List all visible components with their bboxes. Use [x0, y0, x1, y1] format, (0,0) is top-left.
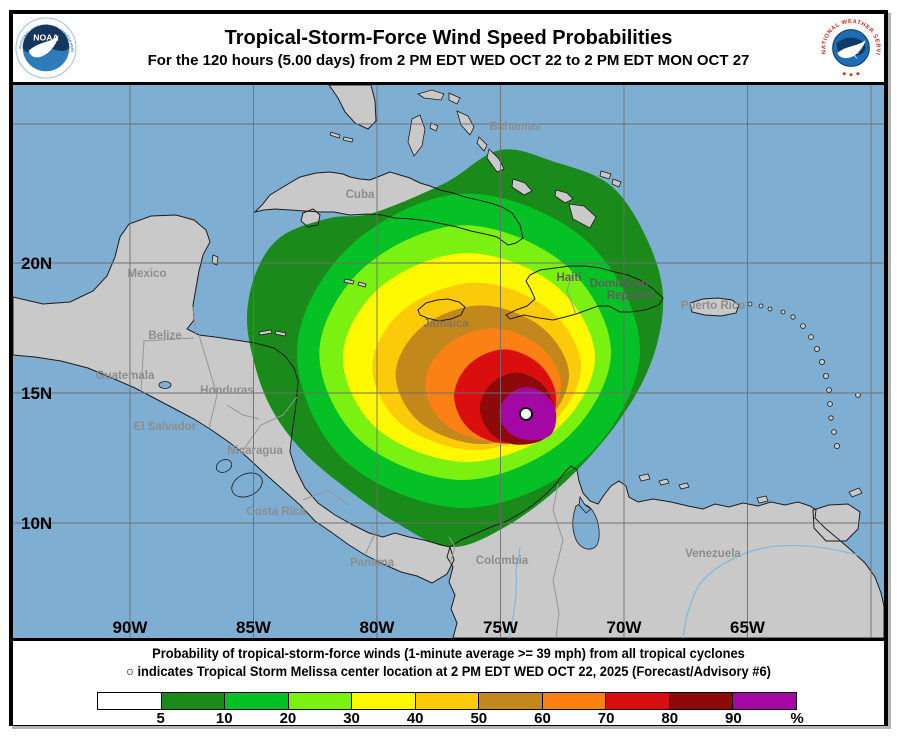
- probability-contours: [246, 149, 664, 548]
- country-label: Panama: [350, 557, 395, 569]
- legend-label: %: [790, 710, 804, 727]
- nws-logo-icon: NATIONAL WEATHER SERVICE: [820, 17, 882, 79]
- legend-cell-80: [606, 693, 670, 709]
- legend-label: 90: [725, 710, 742, 727]
- legend-label: 20: [279, 710, 297, 727]
- legend-cell-10: [161, 693, 226, 709]
- country-label: Dominican: [590, 278, 649, 290]
- probability-map: Mexico Cuba Bahamas Belize Guatemala Honduras…: [12, 84, 885, 639]
- legend-label: 50: [470, 710, 488, 727]
- legend-cell-20: [225, 693, 289, 709]
- latitude-label: 15N: [21, 384, 52, 403]
- country-label: Cuba: [346, 189, 375, 201]
- noaa-logo-icon: NATIONAL OCEANIC AND ATMOSPHERIC ADMINIS…: [15, 17, 77, 79]
- country-label: Honduras: [200, 385, 254, 397]
- country-label: El Salvador: [134, 421, 197, 433]
- longitude-label: 70W: [607, 618, 643, 637]
- country-label: Belize: [148, 330, 181, 342]
- country-label: Mexico: [128, 268, 167, 280]
- legend-cell-30: [288, 693, 353, 709]
- footer: Probability of tropical-storm-force wind…: [13, 644, 884, 727]
- legend-cell-90: [669, 693, 734, 709]
- map-labels: Mexico Cuba Bahamas Belize Guatemala Honduras…: [21, 121, 766, 637]
- legend-cell-60: [479, 693, 543, 709]
- latitude-label: 10N: [21, 514, 52, 533]
- country-label: Colombia: [476, 555, 529, 567]
- footer-line2-text: indicates Tropical Storm Melissa center …: [137, 663, 771, 679]
- latitude-label: 20N: [21, 254, 52, 273]
- longitude-label: 75W: [483, 618, 519, 637]
- header: NATIONAL OCEANIC AND ATMOSPHERIC ADMINIS…: [13, 14, 884, 85]
- lakes: [158, 381, 600, 550]
- page-subtitle: For the 120 hours (5.00 days) from 2 PM …: [147, 51, 750, 69]
- legend-label: 30: [343, 710, 360, 727]
- longitude-label: 65W: [730, 618, 766, 637]
- legend-label: 5: [156, 710, 165, 727]
- legend-label: 40: [406, 710, 424, 727]
- page-title: Tropical-Storm-Force Wind Speed Probabil…: [224, 26, 673, 49]
- legend-label: 80: [661, 710, 679, 727]
- country-label: Guatemala: [96, 370, 155, 382]
- small-islands: [211, 89, 863, 504]
- legend-cell-%: [733, 693, 797, 709]
- storm-center-marker: [519, 407, 533, 421]
- header-titles: Tropical-Storm-Force Wind Speed Probabil…: [79, 26, 818, 71]
- rivers: [509, 544, 859, 639]
- legend-cell-40: [352, 693, 416, 709]
- storm-center-symbol: ○: [126, 663, 134, 679]
- graphic-frame: NATIONAL OCEANIC AND ATMOSPHERIC ADMINIS…: [9, 10, 888, 727]
- longitude-label: 80W: [360, 618, 396, 637]
- map-area: Mexico Cuba Bahamas Belize Guatemala Honduras…: [12, 84, 885, 641]
- country-label: Puerto Rico: [681, 300, 746, 312]
- probability-color-scale: [97, 692, 797, 710]
- legend-cell-70: [542, 693, 607, 709]
- noaa-logo: NATIONAL OCEANIC AND ATMOSPHERIC ADMINIS…: [13, 15, 79, 81]
- country-borders: [140, 270, 577, 639]
- country-label: Venezuela: [685, 548, 741, 560]
- legend-label: 60: [534, 710, 551, 727]
- country-label: Nicaragua: [227, 445, 283, 457]
- country-label: Costa Rica: [246, 506, 306, 518]
- longitude-label: 90W: [113, 618, 149, 637]
- legend-label: 70: [597, 710, 615, 727]
- storm-center-dot: [519, 407, 533, 421]
- longitude-label: 85W: [236, 618, 272, 637]
- country-label: Republic: [607, 290, 656, 302]
- country-label: Haiti: [557, 272, 582, 284]
- country-label: Bahamas: [489, 121, 540, 133]
- country-label: Jamaica: [423, 318, 469, 330]
- legend-cell-50: [415, 693, 480, 709]
- legend-label: 10: [215, 710, 233, 727]
- footer-line2: ○ indicates Tropical Storm Melissa cente…: [48, 662, 849, 680]
- graticule: [13, 85, 884, 638]
- color-scale-labels: 5 10 20 30 40 50 60 70 80 90%: [97, 710, 803, 727]
- legend-cell-5: [98, 693, 162, 709]
- noaa-logo-text: NOAA: [33, 32, 59, 42]
- nws-logo: NATIONAL WEATHER SERVICE: [818, 15, 884, 81]
- footer-line1: Probability of tropical-storm-force wind…: [152, 645, 745, 661]
